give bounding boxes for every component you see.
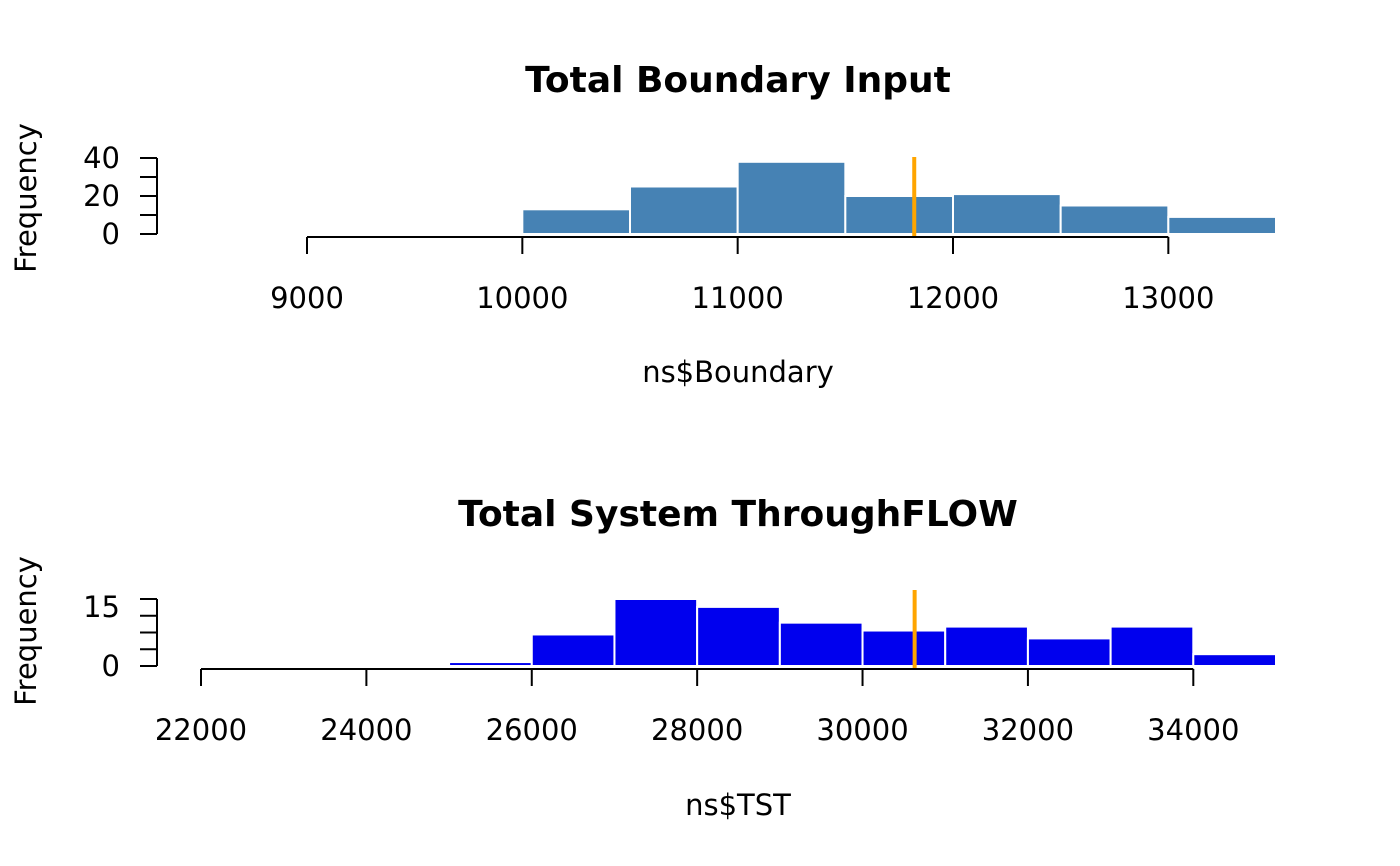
x-tick-label: 12000: [907, 281, 999, 315]
x-tick-label: 32000: [982, 713, 1074, 747]
x-tick-label: 10000: [476, 281, 568, 315]
y-tick-label: 20: [83, 179, 120, 213]
histogram-bar: [200, 663, 285, 667]
histogram-bar: [521, 208, 631, 236]
y-axis-label: Frequency: [9, 123, 43, 273]
x-tick-label: 30000: [816, 713, 908, 747]
x-tick-label: 26000: [486, 713, 578, 747]
y-tick-label: 40: [83, 141, 120, 175]
y-tick-label: 0: [102, 217, 120, 251]
histogram-bar: [952, 193, 1062, 236]
panel-tst: Total System ThroughFLOW Frequency ns$TS…: [9, 494, 1278, 822]
histogram-bar: [1167, 215, 1278, 235]
y-axis-label: Frequency: [9, 556, 43, 706]
y-axis: 0 20 40: [83, 141, 158, 251]
x-tick-label: 9000: [270, 281, 344, 315]
histogram-bar: [1059, 204, 1170, 235]
y-axis: 0 15: [83, 590, 158, 683]
x-axis: 22000 24000 26000 28000 30000 32000 34000: [155, 668, 1239, 747]
x-tick-label: 11000: [692, 281, 784, 315]
histogram-bar: [778, 621, 864, 667]
bars-group: [200, 598, 1278, 668]
histogram-bar: [696, 605, 781, 667]
y-tick-label: 0: [102, 649, 120, 683]
bars-group: [521, 160, 1278, 236]
x-tick-label: 34000: [1147, 713, 1239, 747]
histogram-bar: [944, 625, 1029, 668]
x-tick-label: 22000: [155, 713, 247, 747]
histogram-bar: [736, 160, 847, 235]
histogram-bar: [1192, 653, 1278, 667]
histogram-bar: [448, 661, 533, 668]
y-tick-label: 15: [83, 590, 120, 624]
x-axis: 9000 10000 11000 12000 13000: [270, 236, 1214, 315]
chart-title: Total System ThroughFLOW: [458, 494, 1018, 535]
histogram-bar: [1026, 637, 1112, 667]
histogram-bar: [861, 629, 947, 668]
histogram-bar: [530, 633, 616, 667]
x-tick-label: 13000: [1122, 281, 1214, 315]
x-axis-label: ns$Boundary: [642, 355, 834, 389]
histogram-bar: [1109, 625, 1195, 668]
histogram-bar: [844, 195, 954, 235]
x-tick-label: 28000: [651, 713, 743, 747]
chart-title: Total Boundary Input: [525, 60, 951, 101]
x-tick-label: 24000: [320, 713, 412, 747]
x-axis-label: ns$TST: [685, 788, 791, 822]
histogram-bar: [629, 185, 739, 235]
panel-boundary: Total Boundary Input Frequency ns$Bounda…: [9, 60, 1278, 389]
histogram-bar: [613, 598, 699, 667]
